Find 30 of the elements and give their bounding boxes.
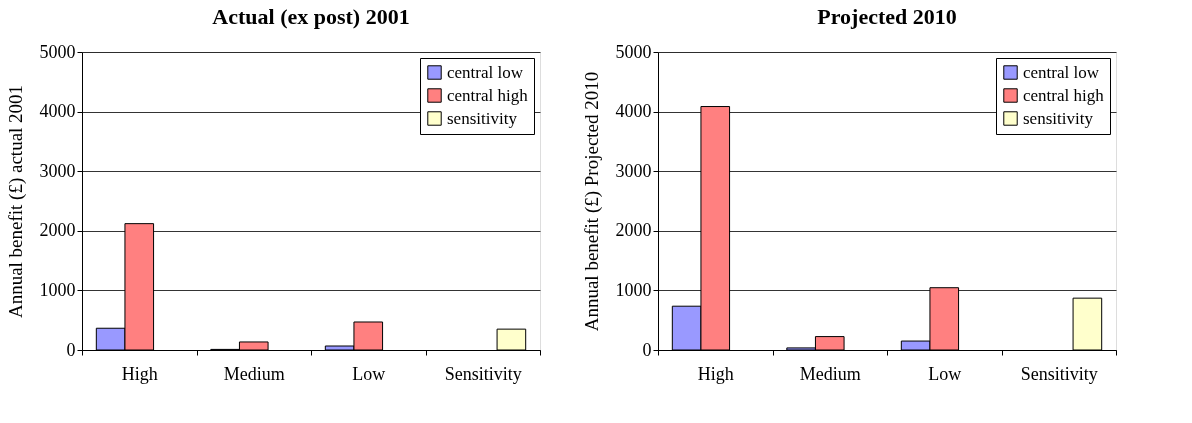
legend-label: sensitivity (1023, 108, 1094, 128)
x-tick-label: Sensitivity (1020, 363, 1098, 384)
y-tick-label: 2000 (615, 220, 652, 241)
y-axis-title: Annual benefit (£) actual 2001 (4, 84, 27, 319)
y-axis-title: Annual benefit (£) Projected 2010 (580, 71, 603, 332)
y-tick-label: 0 (642, 339, 652, 360)
x-tick-label: Medium (223, 363, 285, 384)
y-tick-label: 0 (66, 339, 76, 360)
legend-label: central high (1023, 85, 1105, 105)
y-tick-label: 1000 (615, 279, 652, 300)
x-tick-label: Low (928, 363, 962, 384)
x-tick-label: Sensitivity (444, 363, 522, 384)
chart-title: Actual (ex post) 2001 (212, 4, 410, 29)
x-tick-label: High (121, 363, 158, 384)
y-tick-label: 2000 (39, 220, 76, 241)
x-tick-label: Low (352, 363, 386, 384)
y-tick-label: 5000 (39, 41, 76, 62)
legend-label: central low (1023, 62, 1100, 82)
chart-title: Projected 2010 (817, 4, 957, 29)
y-tick-label: 4000 (615, 101, 652, 122)
y-tick-label: 4000 (39, 101, 76, 122)
legend-label: central low (447, 62, 524, 82)
y-tick-label: 3000 (39, 160, 76, 181)
y-tick-label: 1000 (39, 279, 76, 300)
y-tick-label: 5000 (615, 41, 652, 62)
x-tick-label: Medium (799, 363, 861, 384)
legend-label: central high (447, 85, 529, 105)
x-tick-label: High (697, 363, 734, 384)
y-tick-label: 3000 (615, 160, 652, 181)
legend-label: sensitivity (447, 108, 518, 128)
